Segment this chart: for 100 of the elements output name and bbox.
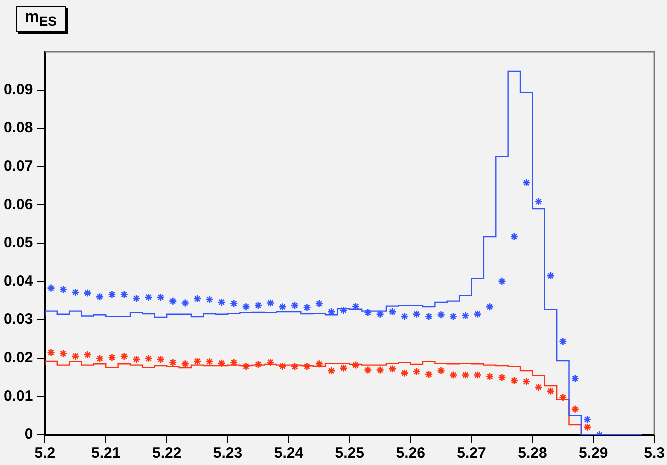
point	[498, 277, 506, 286]
point	[72, 352, 80, 361]
point	[388, 308, 397, 316]
x-tick-label: 5.25	[335, 445, 364, 462]
point	[400, 369, 409, 378]
point	[522, 178, 531, 188]
point	[96, 354, 104, 363]
point	[169, 297, 178, 306]
point	[193, 357, 202, 366]
point	[352, 302, 360, 311]
point	[437, 310, 446, 320]
point	[72, 288, 80, 297]
point	[315, 300, 324, 308]
point	[424, 312, 434, 321]
x-tick-label: 5.22	[152, 445, 182, 462]
point	[534, 198, 543, 206]
point	[388, 364, 397, 374]
point	[486, 372, 494, 381]
y-tick-label: 0.08	[4, 120, 34, 137]
point	[400, 312, 409, 321]
point	[498, 373, 506, 382]
point	[144, 354, 153, 363]
point	[290, 362, 300, 371]
y-tick-label: 0.07	[4, 158, 34, 176]
point	[412, 310, 422, 319]
point	[254, 360, 263, 369]
y-tick-label: 0.03	[4, 311, 34, 328]
point	[266, 358, 275, 367]
point	[583, 416, 592, 424]
point	[352, 361, 360, 370]
point	[59, 286, 68, 294]
point	[132, 294, 141, 303]
point	[181, 360, 190, 368]
point	[84, 289, 92, 298]
point	[169, 358, 178, 367]
point	[266, 299, 275, 308]
point	[303, 362, 312, 371]
point	[206, 358, 214, 366]
point	[108, 290, 116, 299]
point	[583, 423, 592, 432]
point	[534, 383, 543, 392]
point	[96, 292, 104, 302]
y-tick-label: 0.06	[4, 196, 34, 214]
point	[474, 310, 482, 319]
point	[462, 371, 470, 380]
point	[132, 355, 141, 364]
point	[327, 366, 336, 376]
point	[254, 301, 263, 310]
point	[522, 378, 531, 386]
y-tick-label: 0	[24, 426, 34, 444]
point	[218, 298, 226, 307]
point	[230, 358, 238, 367]
point	[156, 355, 166, 364]
x-tick-label: 5.24	[274, 445, 304, 462]
point	[315, 360, 324, 368]
point	[340, 306, 348, 315]
x-tick-label: 5.2	[34, 445, 56, 462]
point	[193, 294, 202, 304]
x-tick-label: 5.28	[518, 445, 548, 462]
y-tick-label: 0.01	[4, 388, 34, 405]
point	[412, 368, 422, 376]
y-tick-label: 0.05	[4, 234, 34, 252]
point	[449, 371, 458, 380]
point	[303, 304, 312, 312]
point	[462, 312, 470, 320]
point	[59, 350, 68, 358]
point	[571, 374, 580, 383]
point	[437, 366, 446, 376]
point	[47, 348, 56, 357]
point	[84, 350, 92, 360]
x-tick-label: 5.23	[213, 445, 243, 462]
point	[376, 366, 385, 374]
point	[340, 364, 348, 373]
point	[424, 370, 434, 379]
point	[364, 308, 372, 317]
point	[449, 312, 458, 321]
point	[571, 405, 580, 414]
x-tick-label: 5.29	[579, 445, 608, 462]
point	[278, 362, 288, 371]
point	[546, 387, 556, 396]
point	[376, 310, 385, 319]
point	[510, 376, 519, 386]
point	[559, 337, 568, 346]
x-tick-label: 5.26	[396, 445, 426, 462]
point	[181, 299, 190, 308]
point	[290, 301, 300, 310]
x-tick-label: 5.27	[457, 445, 486, 462]
x-tick-label: 5.3	[644, 445, 666, 462]
x-tick-label: 5.21	[92, 445, 121, 462]
point	[474, 371, 482, 380]
y-tick-label: 0.02	[4, 350, 34, 367]
y-tick-label: 0.04	[4, 272, 34, 290]
point	[364, 366, 372, 374]
point	[156, 293, 166, 302]
point	[47, 284, 56, 292]
point	[120, 290, 129, 299]
point	[242, 302, 250, 312]
point	[120, 352, 129, 361]
point	[559, 394, 568, 402]
y-tick-label: 0.09	[4, 81, 34, 98]
